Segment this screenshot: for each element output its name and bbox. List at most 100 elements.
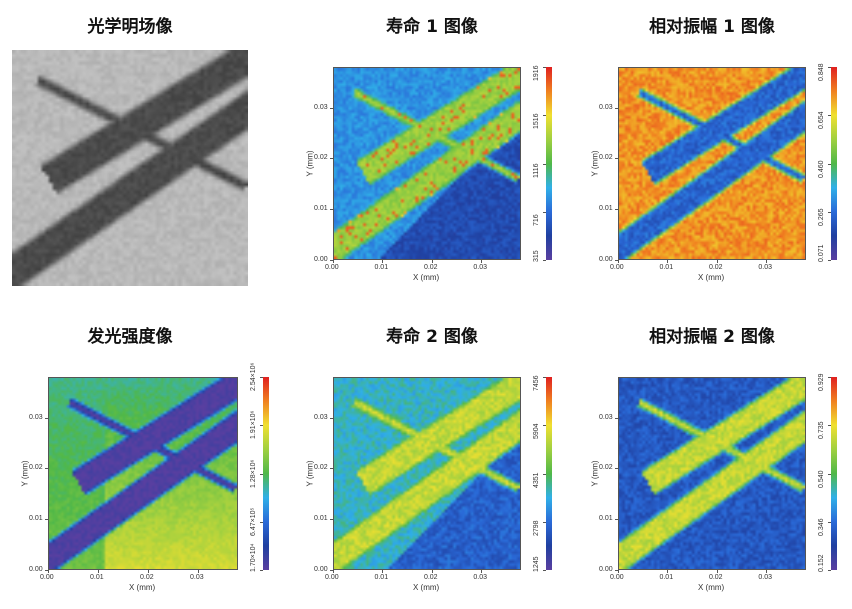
y-tick-mark — [615, 209, 618, 211]
lifetime2-heatmap-canvas — [334, 378, 520, 569]
x-axis-label: X (mm) — [413, 583, 440, 592]
y-tick-label: 0.00 — [314, 566, 328, 573]
colorbar-tick-mark — [543, 67, 546, 68]
panel-title: 寿命 2 图像 — [386, 327, 478, 347]
y-axis-label: Y (mm) — [590, 149, 600, 177]
x-tick-mark — [98, 570, 99, 573]
colorbar-tick-label: 1.91×10⁶ — [250, 410, 257, 440]
x-tick-label: 0.03 — [190, 574, 204, 581]
x-tick-mark — [382, 570, 384, 573]
colorbar-tick-label: 0.848 — [818, 63, 825, 81]
x-tick-mark — [716, 260, 718, 263]
colorbar-tick-mark — [260, 425, 263, 427]
colorbar-tick-mark — [828, 260, 831, 261]
colorbar-tick-label: 1516 — [533, 113, 540, 130]
colorbar-tick-label: 315 — [533, 250, 540, 262]
y-tick-label: 0.01 — [314, 205, 328, 213]
amplitude2-heatmap-canvas — [619, 378, 805, 569]
y-tick-label: 0.01 — [599, 515, 613, 523]
x-tick-label: 0.00 — [325, 574, 339, 581]
y-tick-label: 0.01 — [314, 515, 328, 523]
colorbar-tick-label: 1.28×10⁶ — [250, 459, 257, 488]
y-tick-label: 0.01 — [29, 515, 43, 523]
x-tick-label: 0.02 — [140, 574, 154, 581]
x-tick-label: 0.01 — [659, 264, 674, 271]
lifetime2-heatmap — [333, 377, 521, 570]
colorbar-tick-label: 2798 — [533, 520, 540, 536]
x-tick-label: 0.00 — [40, 574, 54, 581]
colorbar-tick-label: 1245 — [533, 556, 540, 572]
x-tick-mark — [481, 570, 483, 573]
y-tick-mark — [330, 417, 333, 419]
colorbar-tick-mark — [543, 521, 546, 523]
x-tick-mark — [618, 260, 619, 263]
y-tick-label: 0.00 — [29, 566, 43, 573]
x-tick-label: 0.03 — [758, 264, 773, 271]
y-tick-mark — [45, 519, 48, 521]
y-tick-label: 0.03 — [314, 103, 328, 111]
colorbar-tick-label: 716 — [533, 214, 540, 226]
x-tick-mark — [148, 570, 149, 573]
colorbar-tick-mark — [828, 521, 831, 523]
y-tick-label: 0.02 — [314, 464, 328, 472]
colorbar-tick-mark — [543, 115, 546, 117]
colorbar-tick-mark — [828, 377, 831, 378]
panel-title: 光学明场像 — [87, 17, 173, 37]
x-tick-mark — [766, 570, 768, 573]
colorbar-tick-label: 2.54×10⁶ — [250, 362, 257, 391]
amplitude1-heatmap-canvas — [619, 68, 805, 259]
x-axis-label: X (mm) — [129, 583, 156, 592]
y-tick-label: 0.03 — [599, 413, 613, 421]
x-tick-label: 0.02 — [708, 264, 723, 271]
colorbar-tick-mark — [543, 163, 546, 165]
x-tick-mark — [766, 260, 768, 263]
y-axis-label: Y (mm) — [20, 459, 30, 487]
optical-image-canvas — [12, 50, 248, 286]
x-tick-mark — [667, 260, 669, 263]
x-tick-mark — [48, 570, 49, 573]
colorbar-tick-mark — [828, 211, 831, 213]
colorbar-tick-mark — [828, 425, 831, 427]
x-tick-label: 0.01 — [374, 264, 389, 271]
y-tick-label: 0.00 — [314, 256, 328, 263]
x-tick-label: 0.00 — [610, 264, 624, 271]
lifetime1-heatmap — [333, 67, 521, 260]
lifetime2-colorbar — [546, 377, 552, 570]
y-tick-mark — [615, 260, 618, 261]
x-tick-label: 0.01 — [374, 574, 389, 581]
y-tick-mark — [330, 570, 333, 571]
panel-title: 寿命 1 图像 — [386, 17, 478, 37]
y-axis-label: Y (mm) — [590, 459, 600, 487]
colorbar-tick-label: 0.265 — [818, 208, 825, 226]
panel-title: 发光强度像 — [87, 327, 173, 347]
colorbar-tick-mark — [828, 115, 831, 117]
lifetime1-heatmap-canvas — [334, 68, 520, 259]
x-tick-mark — [333, 570, 334, 573]
colorbar-tick-label: 4351 — [533, 471, 540, 488]
colorbar-tick-mark — [828, 163, 831, 165]
y-tick-mark — [330, 158, 333, 160]
x-tick-mark — [431, 570, 433, 573]
y-tick-label: 0.00 — [599, 566, 613, 573]
x-tick-label: 0.03 — [473, 574, 488, 581]
y-tick-mark — [615, 107, 618, 109]
colorbar-tick-mark — [260, 473, 263, 475]
y-tick-label: 0.02 — [599, 464, 613, 472]
colorbar-tick-mark — [260, 570, 263, 571]
y-tick-label: 0.03 — [599, 103, 613, 111]
y-axis-label: Y (mm) — [305, 149, 315, 177]
colorbar-tick-label: 0.460 — [818, 159, 825, 178]
y-tick-label: 0.00 — [599, 256, 613, 263]
colorbar-tick-mark — [543, 473, 546, 475]
colorbar-tick-mark — [543, 211, 546, 213]
x-tick-mark — [716, 570, 718, 573]
y-tick-mark — [330, 107, 333, 109]
x-tick-mark — [333, 260, 334, 263]
colorbar-tick-mark — [828, 67, 831, 68]
y-tick-label: 0.03 — [29, 413, 43, 421]
colorbar-tick-mark — [543, 425, 546, 427]
colorbar-tick-label: 0.929 — [818, 373, 825, 391]
x-tick-label: 0.01 — [659, 574, 674, 581]
x-tick-mark — [667, 570, 669, 573]
